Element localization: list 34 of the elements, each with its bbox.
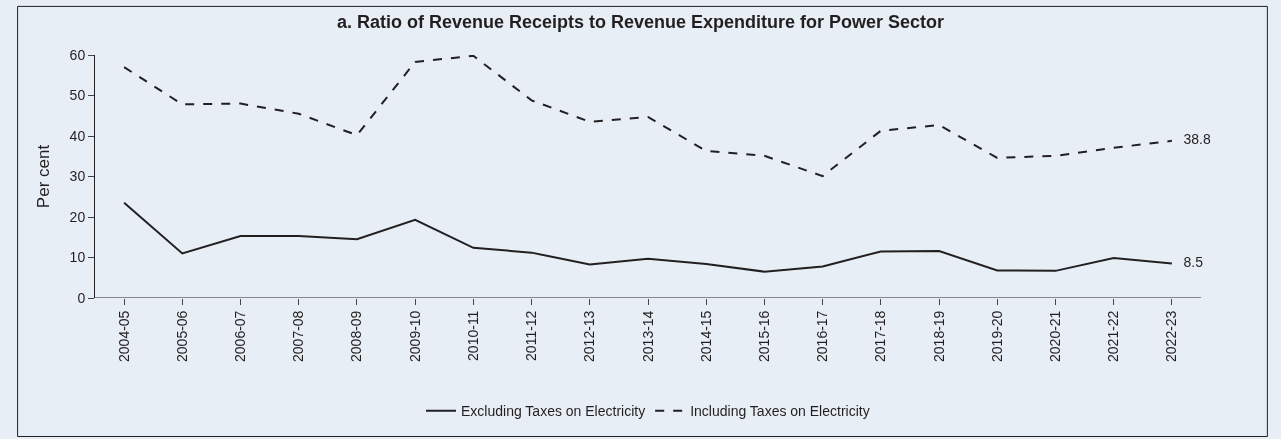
y-tick-label: 60 xyxy=(69,46,86,63)
x-tick-label: 2022-23 xyxy=(1163,310,1180,362)
x-tick-label: 2006-07 xyxy=(232,310,249,362)
y-tick-label: 50 xyxy=(69,87,86,104)
x-tick-label: 2005-06 xyxy=(173,310,190,362)
y-axis-title: Per cent xyxy=(34,144,54,209)
x-tick-label: 2013-14 xyxy=(639,310,656,362)
x-tick-label: 2009-10 xyxy=(406,310,423,362)
y-tick-label: 40 xyxy=(69,127,86,144)
x-tick-label: 2016-17 xyxy=(814,310,831,362)
x-tick-label: 2019-20 xyxy=(988,310,1005,362)
x-tick-label: 2018-19 xyxy=(930,310,947,362)
x-tick-label: 2008-09 xyxy=(348,310,365,362)
line-series xyxy=(123,55,1173,178)
x-tick-label: 2012-13 xyxy=(581,310,598,362)
x-tick-label: 2015-16 xyxy=(755,310,772,362)
x-tick-label: 2004-05 xyxy=(115,310,132,362)
legend-label: Including Taxes on Electricity xyxy=(690,403,870,420)
data-label: 8.5 xyxy=(1171,254,1204,271)
y-tick-label: 0 xyxy=(77,289,86,306)
x-tick-label: 2010-11 xyxy=(464,310,481,361)
x-tick-label: 2021-22 xyxy=(1105,310,1122,362)
x-tick-label: 2020-21 xyxy=(1047,310,1064,362)
y-tick-label: 10 xyxy=(69,249,86,266)
x-tick-label: 2017-18 xyxy=(872,310,889,362)
y-tick-label: 30 xyxy=(69,168,86,185)
y-tick-label: 20 xyxy=(69,208,86,225)
x-tick-label: 2007-08 xyxy=(290,310,307,362)
x-tick-label: 2011-12 xyxy=(523,310,540,361)
legend-label: Excluding Taxes on Electricity xyxy=(461,403,646,420)
chart-title: a. Ratio of Revenue Receipts to Revenue Expenditure for Power Sector xyxy=(336,11,945,32)
x-tick-label: 2014-15 xyxy=(697,310,714,362)
data-label: 38.8 xyxy=(1171,131,1212,148)
line-series xyxy=(123,201,1173,273)
